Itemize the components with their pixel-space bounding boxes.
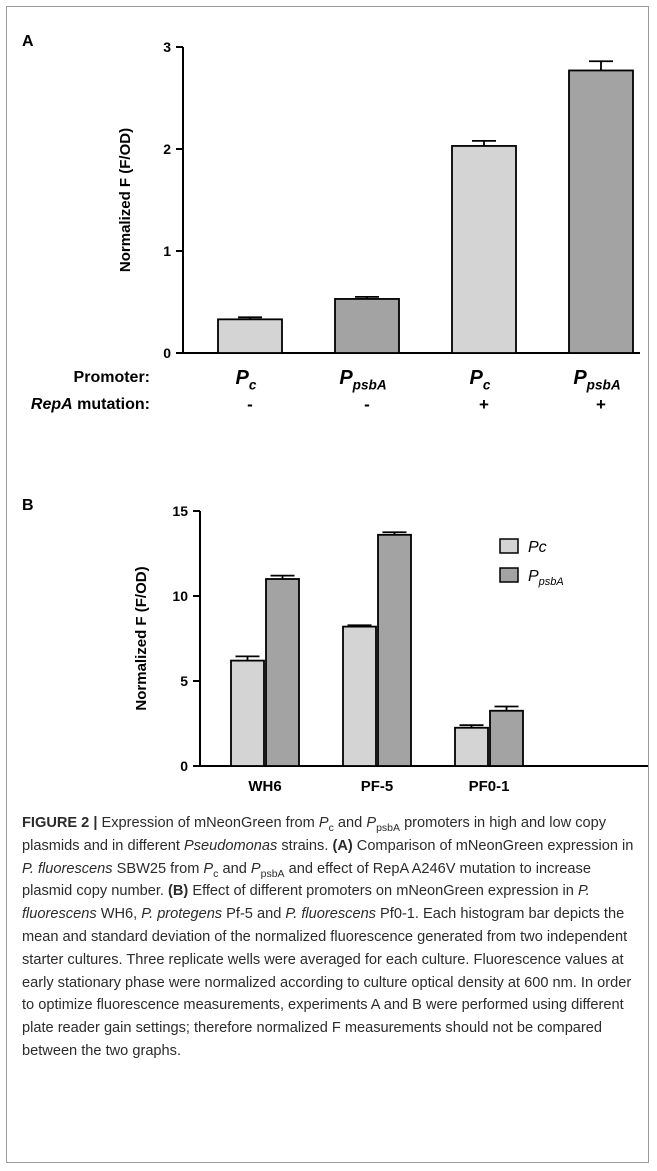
caption-italic: Pseudomonas: [183, 837, 278, 854]
caption-text: promoters in high and low copy plasmids …: [22, 815, 607, 854]
row-label-text: mutation:: [73, 396, 150, 413]
caption-italic: P. fluorescens: [285, 906, 376, 923]
x-tick-label: PF0-1: [469, 778, 510, 795]
row-value: -: [364, 395, 370, 414]
row-label: Promoter:: [74, 369, 150, 386]
label-sub: c: [249, 378, 257, 393]
y-tick-label: 3: [163, 39, 171, 55]
caption-bold: (B): [168, 883, 189, 900]
caption-text: Comparison of mNeonGreen expression in: [352, 837, 634, 854]
row-label-italic: RepA: [31, 396, 73, 413]
panel-label: A: [22, 33, 34, 50]
y-tick-label: 10: [172, 588, 188, 604]
x-tick-label: PF-5: [361, 778, 394, 795]
caption-text: Pf-5 and: [222, 906, 286, 923]
caption-text: and: [218, 860, 251, 877]
legend-label: PpsbA: [528, 568, 564, 588]
panel-label: B: [22, 497, 34, 514]
row-value: +: [479, 395, 489, 414]
bar: [217, 318, 283, 354]
y-tick-label: 1: [163, 243, 171, 259]
legend-sub: psbA: [538, 576, 564, 588]
bar: [342, 625, 377, 767]
caption-text: and: [333, 815, 367, 831]
legend-label: Pc: [528, 539, 547, 556]
label-main: P: [236, 367, 250, 389]
label-sub: psbA: [352, 378, 387, 393]
label-sub: c: [483, 378, 491, 393]
bar: [334, 298, 400, 354]
label-main: P: [339, 367, 353, 389]
caption-text: Expression of mNeonGreen from: [97, 815, 319, 831]
caption-italic: P: [203, 860, 214, 877]
legend-main: P: [528, 568, 539, 585]
caption: FIGURE 2 | Expression of mNeonGreen from…: [22, 812, 640, 1063]
bar: [230, 659, 265, 767]
caption-italic: P. fluorescens: [22, 860, 113, 877]
caption-italic: P: [366, 815, 377, 831]
bar: [451, 145, 517, 354]
y-tick-label: 0: [163, 345, 171, 361]
label: PpsbA: [339, 367, 386, 393]
caption-text: WH6,: [96, 906, 142, 923]
caption-text: and effect of RepA A246V mutation to inc…: [22, 860, 591, 900]
caption-label: FIGURE 2 |: [22, 815, 98, 831]
caption-italic: P: [318, 815, 329, 831]
caption-italic: P. protegens: [141, 906, 223, 923]
row-value: -: [247, 395, 253, 414]
caption-text: Effect of different promoters on mNeonGr…: [188, 883, 578, 900]
bar: [377, 533, 412, 767]
bar: [454, 726, 489, 767]
x-tick-label: WH6: [248, 778, 281, 795]
y-tick-label: 5: [180, 673, 188, 689]
y-tick-label: 0: [180, 758, 188, 774]
caption-text: strains.: [277, 837, 333, 854]
row-label: RepA mutation:: [31, 396, 150, 413]
caption-sub: psbA: [376, 821, 401, 834]
legend-swatch: [499, 538, 519, 554]
caption-italic: P: [250, 860, 261, 877]
caption-sub: c: [328, 821, 334, 834]
label-sub: psbA: [586, 378, 621, 393]
legend-swatch: [499, 567, 519, 583]
label: PpsbA: [573, 367, 620, 393]
y-axis-label: Normalized F (F/OD): [117, 128, 134, 272]
caption-sub: c: [213, 867, 219, 880]
y-axis-label: Normalized F (F/OD): [133, 566, 150, 710]
label-main: P: [573, 367, 587, 389]
caption-sub: psbA: [260, 867, 285, 880]
caption-text: SBW25 from: [112, 860, 204, 877]
bar: [265, 578, 300, 767]
caption-text: Pf0-1. Each histogram bar depicts the me…: [22, 906, 632, 1059]
frame: [6, 6, 649, 1163]
caption-italic: P. fluorescens: [22, 883, 590, 923]
label: Pc: [470, 367, 491, 393]
caption-bold: (A): [332, 837, 353, 854]
row-value: +: [596, 395, 606, 414]
label: Pc: [236, 367, 257, 393]
label-main: P: [470, 367, 484, 389]
y-tick-label: 2: [163, 141, 171, 157]
bar: [489, 709, 524, 767]
bar: [568, 69, 634, 354]
y-tick-label: 15: [172, 503, 188, 519]
